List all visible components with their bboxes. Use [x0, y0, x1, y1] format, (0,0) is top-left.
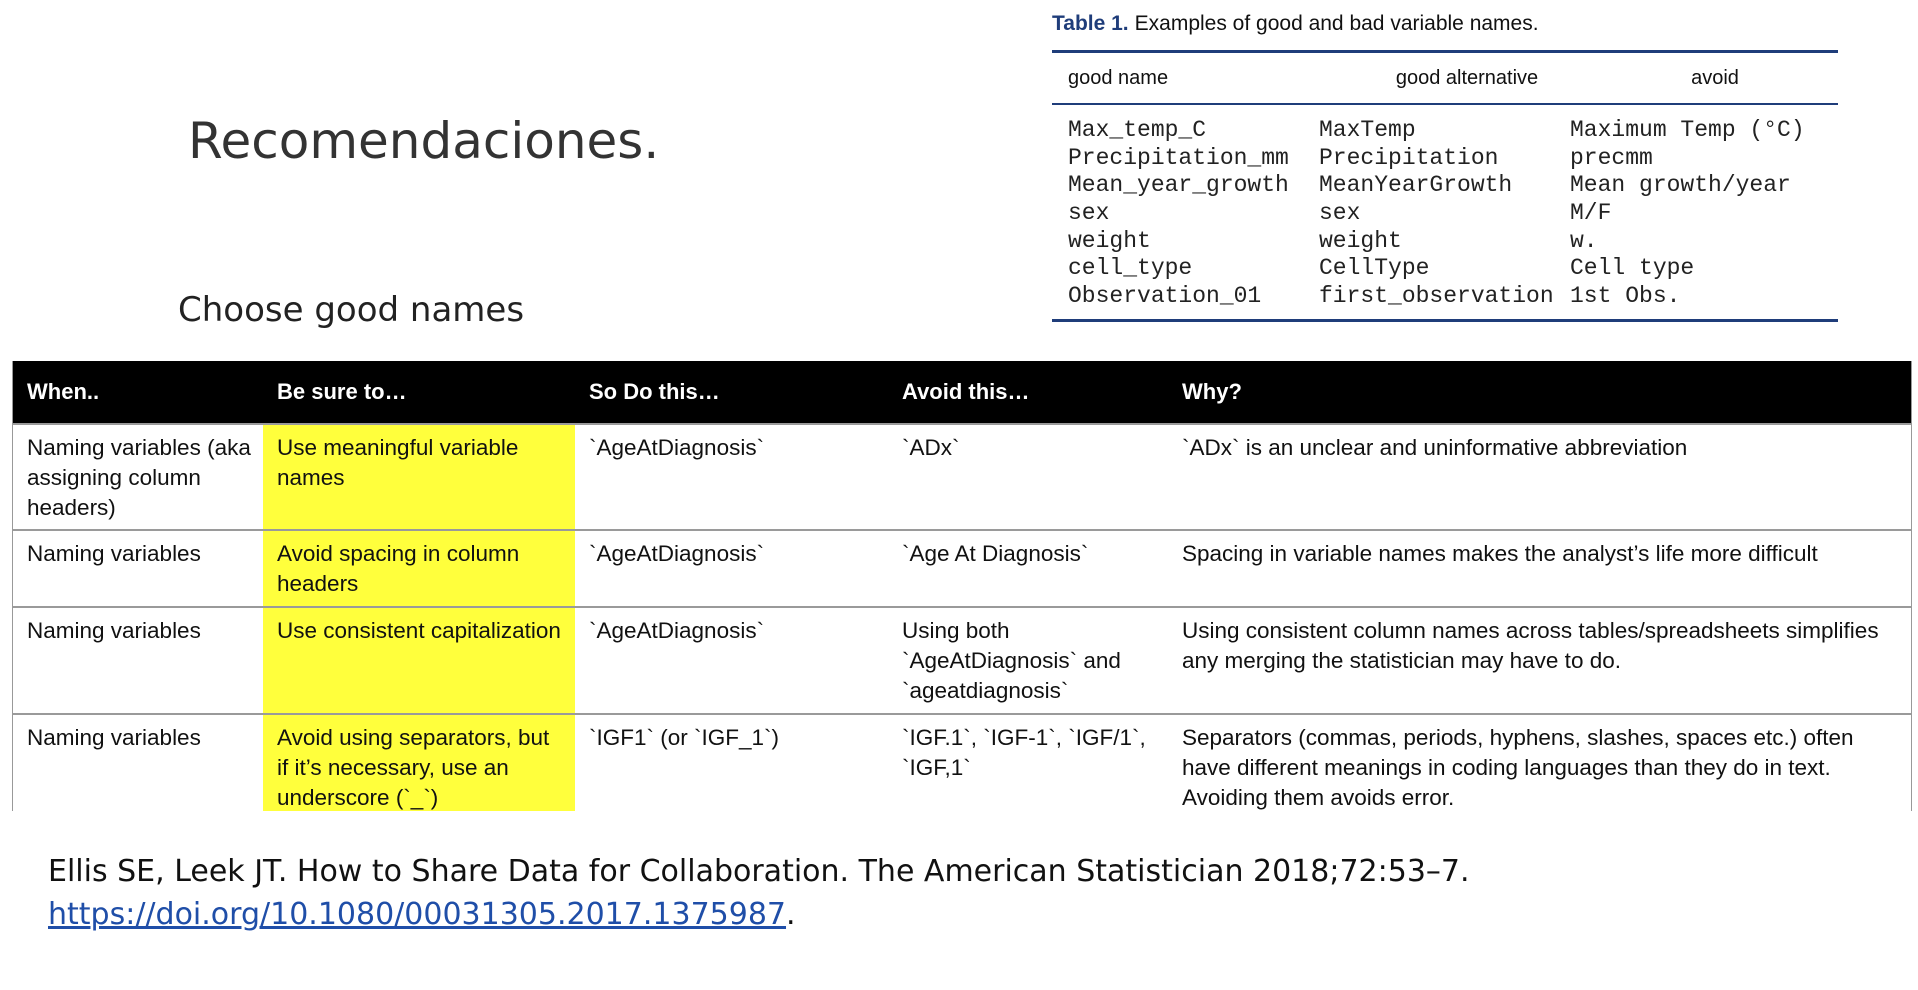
cell-do-this: `IGF1` (or `IGF_1`) [589, 725, 779, 750]
table1-top-rule [1052, 50, 1838, 53]
cell-when: Naming variables [27, 541, 201, 566]
table1-row: Max_temp_C MaxTemp Maximum Temp (°C) [1068, 117, 1838, 145]
table1-cell: w. [1570, 227, 1598, 254]
table1-row: weight weight w. [1068, 228, 1838, 256]
header-be-sure-to: Be sure to… [277, 379, 407, 404]
table1-cell: Cell type [1570, 255, 1695, 282]
cell-be-sure-to: Avoid using separators, but if it’s nece… [263, 715, 575, 811]
cell-be-sure-to: Avoid spacing in column headers [263, 531, 575, 606]
cell-when: Naming variables [27, 725, 201, 750]
reference-link-line: https://doi.org/10.1080/00031305.2017.13… [48, 893, 1470, 936]
table1-cell: MeanYearGrowth [1319, 172, 1513, 199]
table1-header-cell: avoid [1691, 66, 1739, 89]
table1-cell: Precipitation [1319, 144, 1499, 171]
table1-label: Table 1. [1052, 12, 1129, 35]
table1-cell: precmm [1570, 144, 1653, 171]
table1-cell: sex [1319, 200, 1361, 227]
cell-do-this: `AgeAtDiagnosis` [589, 435, 765, 460]
table1-cell: 1st Obs. [1570, 283, 1681, 310]
table1-header-rule [1052, 103, 1838, 105]
header-when: When.. [27, 379, 100, 404]
cell-why: Spacing in variable names makes the anal… [1182, 541, 1818, 566]
cell-avoid-this: `IGF.1`, `IGF-1`, `IGF/1`, `IGF,1` [902, 725, 1146, 780]
table1-header-cell: good alternative [1395, 66, 1539, 89]
reference: Ellis SE, Leek JT. How to Share Data for… [48, 850, 1470, 936]
table1-caption-text: Examples of good and bad variable names. [1134, 12, 1539, 35]
table1-cell: first_observation [1319, 283, 1554, 310]
table1-bottom-rule [1052, 318, 1838, 322]
doi-link[interactable]: https://doi.org/10.1080/00031305.2017.13… [48, 897, 787, 932]
table1-cell: Maximum Temp (°C) [1570, 117, 1805, 143]
table1-row: cell_type CellType Cell type [1068, 255, 1838, 283]
cell-why: `ADx` is an unclear and uninformative ab… [1182, 435, 1688, 460]
cell-when: Naming variables (aka assigning column h… [27, 435, 251, 520]
table1-cell: Mean growth/year [1570, 172, 1791, 199]
cell-be-sure-to: Use meaningful variable names [263, 425, 575, 529]
header-why: Why? [1182, 379, 1242, 404]
table-row: Naming variables (aka assigning column h… [13, 423, 1911, 529]
cell-do-this: `AgeAtDiagnosis` [589, 618, 765, 643]
header-do-this: So Do this… [589, 379, 720, 404]
table1-cell: M/F [1570, 200, 1612, 227]
header-avoid-this: Avoid this… [902, 379, 1030, 404]
table-row: Naming variables Avoid spacing in column… [13, 529, 1911, 606]
table-row: Naming variables Avoid using separators,… [13, 713, 1911, 811]
table1-body: Max_temp_C MaxTemp Maximum Temp (°C) Preci… [1052, 105, 1838, 319]
cell-avoid-this: `Age At Diagnosis` [902, 541, 1089, 566]
table1-cell: MaxTemp [1319, 117, 1416, 143]
cell-when: Naming variables [27, 618, 201, 643]
table1-cell: weight [1319, 227, 1402, 254]
cell-be-sure-to: Use consistent capitalization [263, 608, 575, 713]
cell-why: Separators (commas, periods, hyphens, sl… [1182, 725, 1854, 810]
table1-cell: cell_type [1068, 255, 1193, 282]
table1-caption: Table 1. Examples of good and bad variabl… [1052, 10, 1838, 50]
table1-row: Observation_01 first_observation 1st Obs. [1068, 283, 1838, 311]
table1-cell: sex [1068, 200, 1110, 227]
cell-avoid-this: `ADx` [902, 435, 960, 460]
table1-row: Mean_year_growth MeanYearGrowth Mean growt… [1068, 172, 1838, 200]
reference-citation: Ellis SE, Leek JT. How to Share Data for… [48, 854, 1470, 889]
cell-do-this: `AgeAtDiagnosis` [589, 541, 765, 566]
table1-header-cell: good name [1068, 66, 1169, 89]
table1-row: Precipitation_mm Precipitation precmm [1068, 145, 1838, 173]
slide-subtitle: Choose good names [178, 290, 525, 330]
cell-avoid-this: Using both `AgeAtDiagnosis` and `ageatdi… [902, 618, 1121, 703]
table1-cell: Mean_year_growth [1068, 172, 1289, 199]
table1-cell: CellType [1319, 255, 1430, 282]
reference-trailing: . [786, 897, 796, 932]
cell-why: Using consistent column names across tab… [1182, 618, 1879, 673]
table1: Table 1. Examples of good and bad variabl… [1052, 10, 1838, 322]
table1-cell: Max_temp_C [1068, 117, 1207, 143]
naming-table: When.. Be sure to… So Do this… Avoid thi… [12, 361, 1912, 811]
table1-header: good name good alternative avoid [1052, 53, 1838, 103]
slide-title: Recomendaciones. [188, 112, 660, 170]
table1-cell: Observation_01 [1068, 283, 1262, 310]
table1-cell: Precipitation_mm [1068, 144, 1289, 171]
table-row: Naming variables Use consistent capitali… [13, 606, 1911, 713]
table1-row: sex sex M/F [1068, 200, 1838, 228]
table1-cell: weight [1068, 227, 1151, 254]
naming-table-header: When.. Be sure to… So Do this… Avoid thi… [13, 361, 1911, 423]
